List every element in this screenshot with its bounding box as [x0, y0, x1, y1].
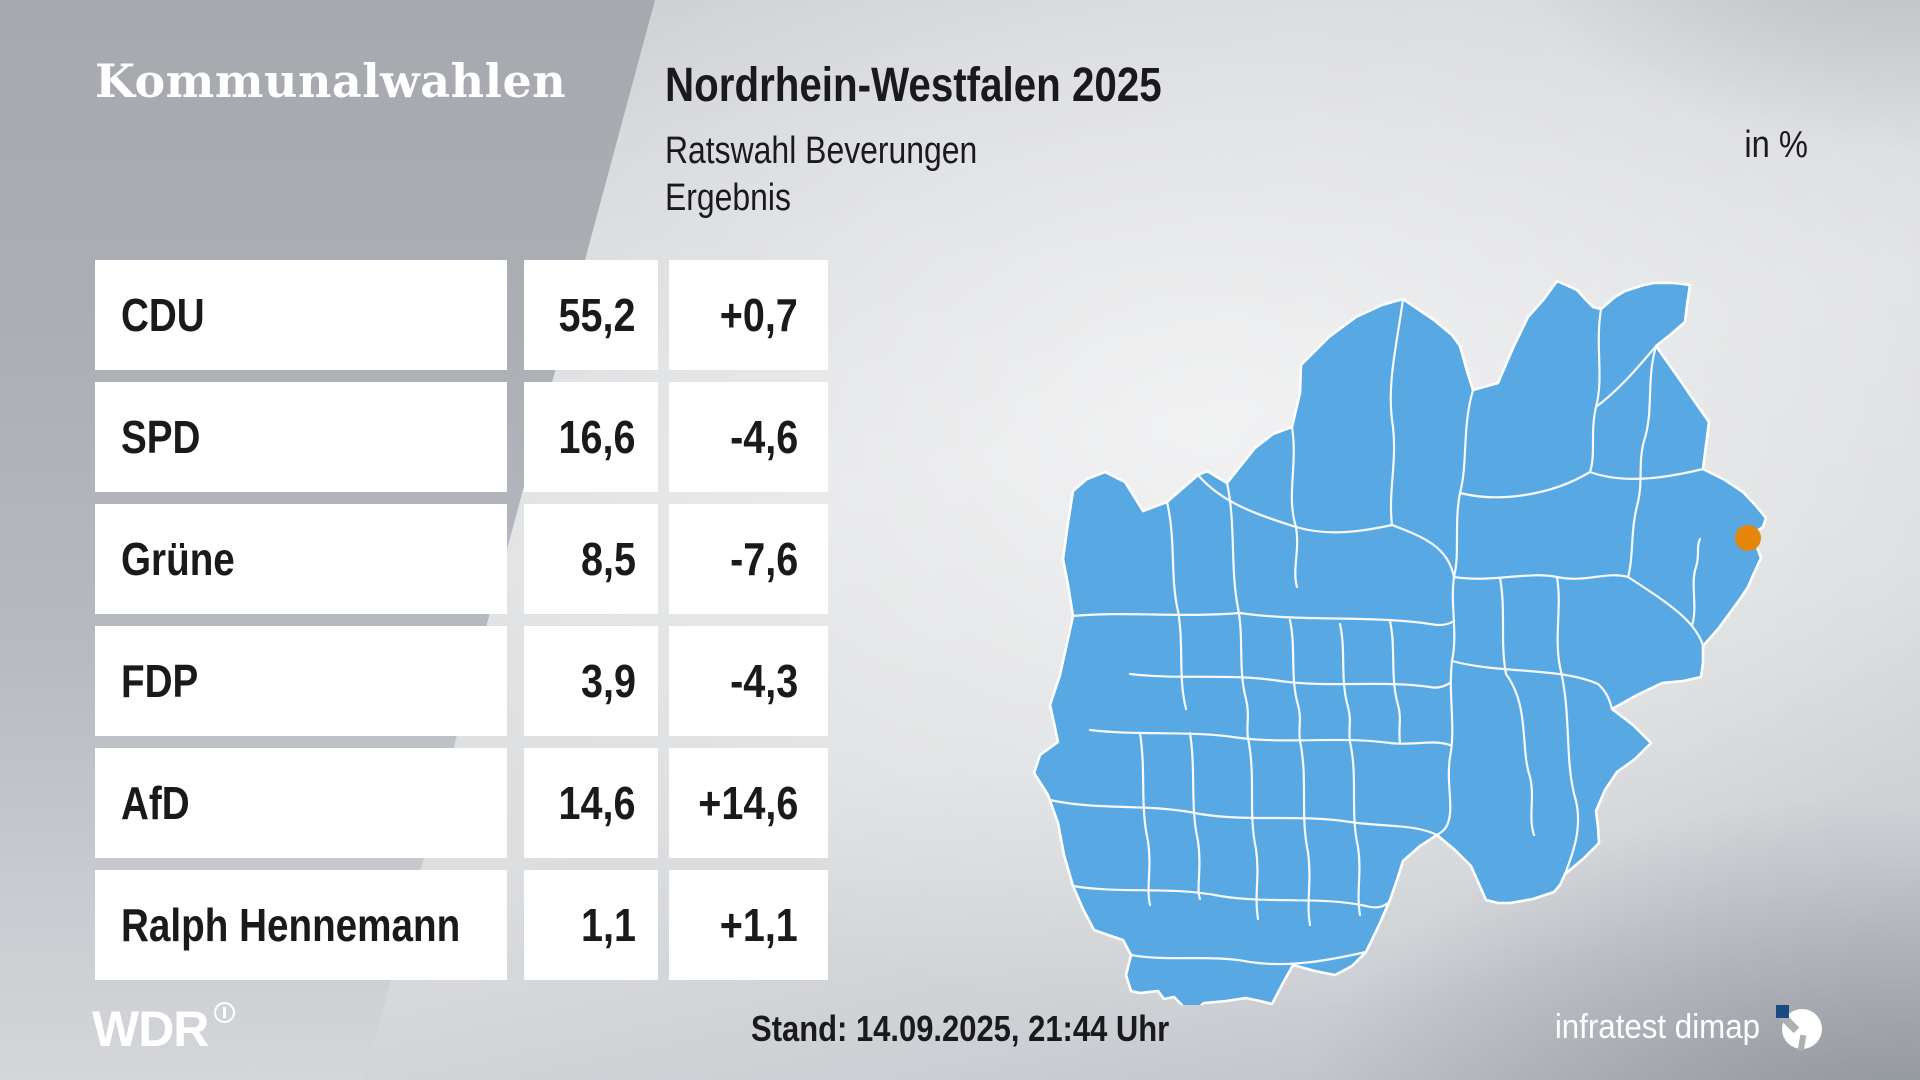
state-outline [1032, 279, 1768, 1029]
value-text: 8,5 [581, 533, 636, 585]
change-cell: -4,3 [669, 626, 828, 736]
party-cell: SPD [95, 382, 507, 492]
change-text: +0,7 [719, 289, 798, 341]
beverungen-marker [1735, 525, 1761, 551]
stand-timestamp: Stand: 14.09.2025, 21:44 Uhr [750, 1008, 1170, 1049]
wdr-logo-text: WDR [92, 1001, 209, 1057]
change-cell: +0,7 [669, 260, 828, 370]
results-table: CDU 55,2 +0,7 SPD 16,6 -4,6 Grüne 8,5 -7,6 FDP 3,9… [95, 260, 828, 992]
party-text: Ralph Hennemann [121, 899, 461, 951]
change-text: -4,6 [729, 411, 798, 463]
value-cell: 14,6 [524, 748, 658, 858]
value-cell: 16,6 [524, 382, 658, 492]
infratest-dimap-logo: infratest dimap [1537, 1003, 1822, 1051]
election-subtitle: Ratswahl Beverungen [665, 130, 978, 172]
value-cell: 1,1 [524, 870, 658, 980]
table-row: FDP 3,9 -4,3 [95, 626, 828, 736]
table-row: Ralph Hennemann 1,1 +1,1 [95, 870, 828, 980]
page-title: Nordrhein-Westfalen 2025 [665, 58, 1256, 113]
change-cell: -4,6 [669, 382, 828, 492]
table-row: CDU 55,2 +0,7 [95, 260, 828, 370]
value-text: 55,2 [559, 289, 636, 341]
unit-label: in % [1744, 124, 1808, 166]
value-text: 1,1 [581, 899, 636, 951]
party-cell: AfD [95, 748, 507, 858]
wdr-logo: WDR [92, 1000, 236, 1058]
change-text: +1,1 [719, 899, 798, 951]
party-cell: Grüne [95, 504, 507, 614]
change-text: -7,6 [729, 533, 798, 585]
value-cell: 3,9 [524, 626, 658, 736]
table-row: SPD 16,6 -4,6 [95, 382, 828, 492]
party-text: CDU [121, 289, 205, 341]
party-cell: FDP [95, 626, 507, 736]
value-text: 16,6 [559, 411, 636, 463]
change-text: -4,3 [729, 655, 798, 707]
result-label: Ergebnis [665, 177, 791, 219]
party-text: AfD [121, 777, 190, 829]
table-row: Grüne 8,5 -7,6 [95, 504, 828, 614]
page-title-text: Nordrhein-Westfalen 2025 [665, 59, 1162, 112]
dimap-mark-icon [1775, 1005, 1822, 1051]
value-cell: 8,5 [524, 504, 658, 614]
change-cell: +1,1 [669, 870, 828, 980]
change-text: +14,6 [697, 777, 798, 829]
value-text: 14,6 [559, 777, 636, 829]
ard-circle-icon [214, 1002, 236, 1023]
nrw-map [1030, 275, 1790, 1029]
district-borders [1048, 297, 1705, 966]
party-text: SPD [121, 411, 201, 463]
change-cell: +14,6 [669, 748, 828, 858]
party-cell: Ralph Hennemann [95, 870, 507, 980]
party-text: FDP [121, 655, 199, 707]
program-title: Kommunalwahlen [95, 54, 567, 108]
party-text: Grüne [121, 533, 235, 585]
value-text: 3,9 [581, 655, 636, 707]
map-svg [1032, 279, 1768, 1029]
infratest-dimap-text: infratest dimap [1554, 1007, 1760, 1046]
table-row: AfD 14,6 +14,6 [95, 748, 828, 858]
party-cell: CDU [95, 260, 507, 370]
change-cell: -7,6 [669, 504, 828, 614]
value-cell: 55,2 [524, 260, 658, 370]
